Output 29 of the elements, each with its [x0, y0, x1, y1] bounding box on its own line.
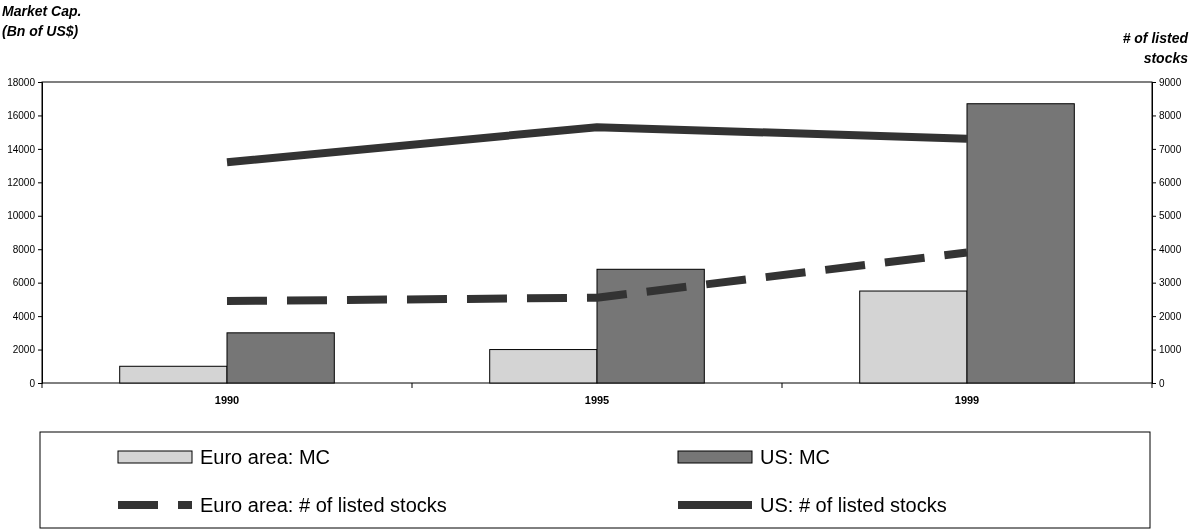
- y2-tick-label: 7000: [1159, 143, 1182, 155]
- x-tick-label: 1999: [954, 393, 980, 406]
- y-tick-label: 14000: [7, 143, 36, 155]
- y2-tick-label: 5000: [1159, 210, 1182, 222]
- y-axis-title: Market Cap. (Bn of US$): [2, 3, 82, 39]
- y2-tick-label: 2000: [1159, 310, 1182, 322]
- y2-tick-label: 6000: [1159, 177, 1182, 189]
- y-tick-label: 2000: [12, 344, 36, 356]
- y-tick-label: 8000: [12, 243, 36, 255]
- y-tick-label: 12000: [7, 177, 36, 189]
- x-tick-label: 1990: [214, 393, 240, 406]
- legend-label: Euro area: # of listed stocks: [200, 494, 447, 516]
- y2-tick-label: 8000: [1159, 110, 1182, 122]
- y2-tick-label: 4000: [1159, 243, 1182, 255]
- y-tick-label: 18000: [7, 76, 36, 88]
- y-tick-label: 0: [29, 377, 36, 389]
- y2-axis-title: # of listed stocks: [1122, 30, 1189, 66]
- y-tick-label: 6000: [12, 277, 36, 289]
- y-tick-label: 4000: [12, 310, 36, 322]
- x-tick-label: 1995: [584, 393, 610, 406]
- y-tick-label: 10000: [7, 210, 36, 222]
- y2-tick-label: 0: [1159, 377, 1165, 389]
- legend-label: US: # of listed stocks: [760, 494, 947, 516]
- legend-label: US: MC: [760, 446, 830, 468]
- y2-tick-label: 1000: [1159, 344, 1182, 356]
- y2-tick-label: 9000: [1159, 76, 1182, 88]
- legend-label: Euro area: MC: [200, 446, 331, 468]
- y-tick-label: 16000: [7, 110, 36, 122]
- y2-tick-label: 3000: [1159, 277, 1182, 289]
